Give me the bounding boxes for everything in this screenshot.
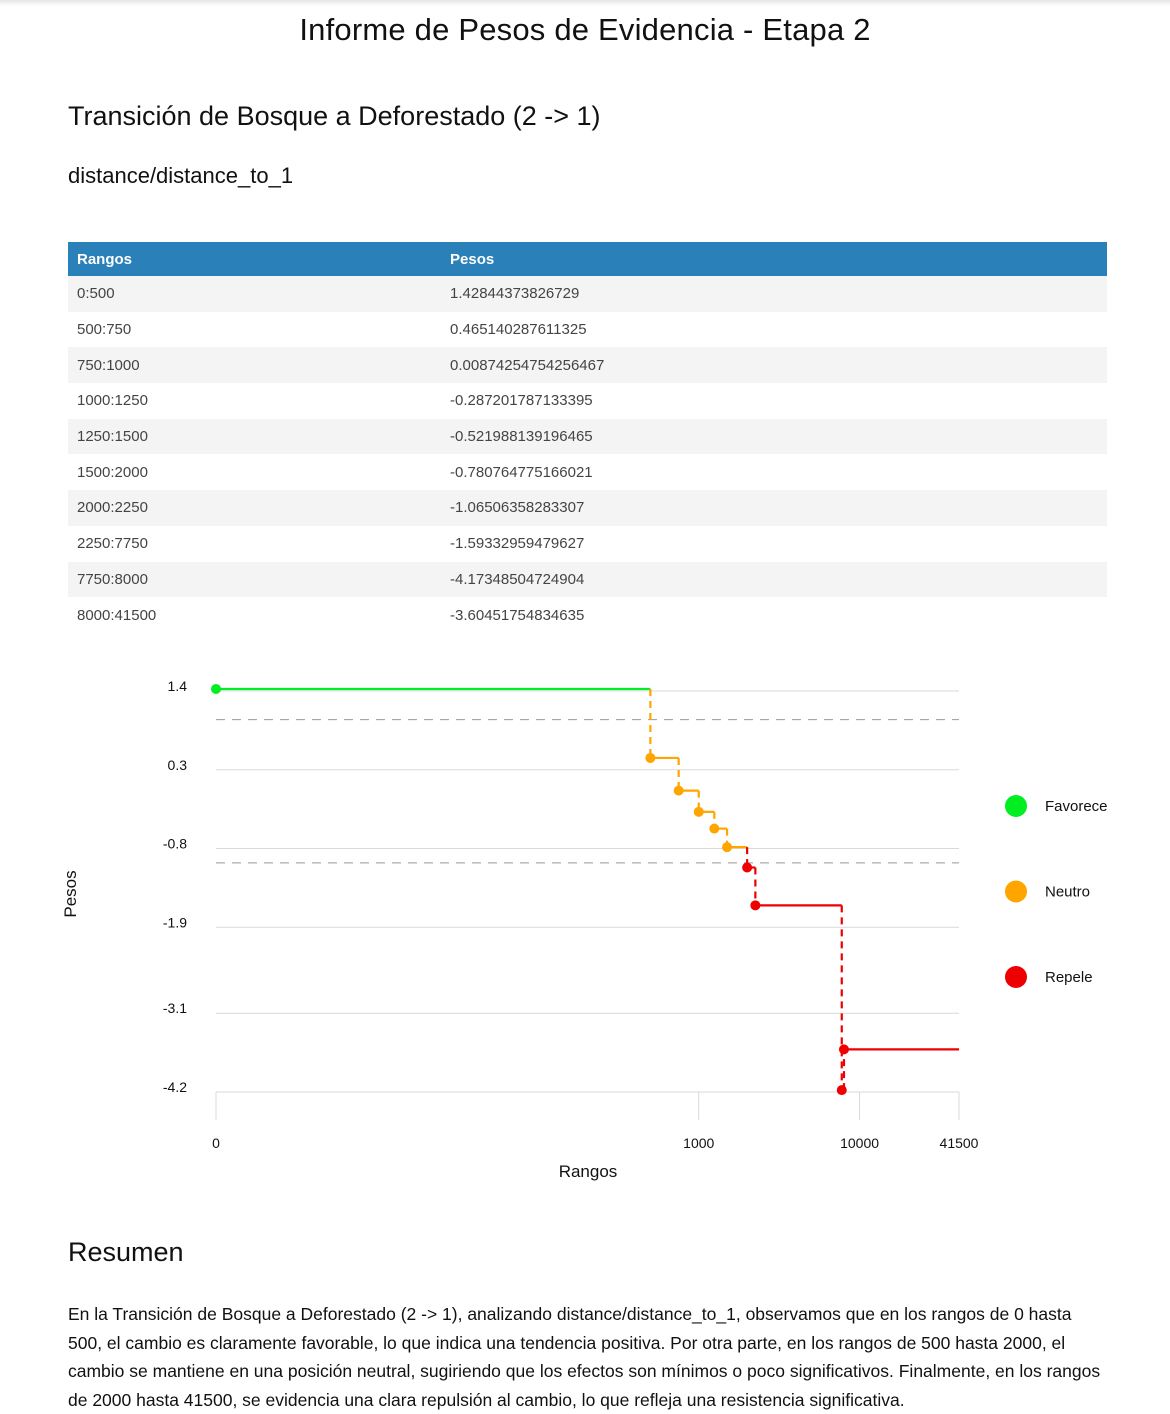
transition-title: Transición de Bosque a Deforestado (2 ->… — [68, 101, 601, 131]
y-tick-label: -0.8 — [163, 836, 187, 852]
legend-label: Neutro — [1045, 884, 1090, 901]
cell-weight: -1.06506358283307 — [441, 490, 1107, 526]
cell-range: 500:750 — [77, 321, 132, 339]
top-shadow — [0, 0, 1170, 6]
cell-weight: -4.17348504724904 — [441, 561, 1107, 598]
series-layer — [216, 687, 959, 1092]
weights-step-chart: 1.4 0.3 -0.8 -1.9 -3.1 -4.2 0 1000 10000 41500 Fa… — [61, 678, 1108, 1181]
table-row: 1500:2000 -0.780764775166021 — [68, 454, 1107, 490]
data-point — [836, 1085, 847, 1096]
table-row: 7750:8000 -4.17348504724904 — [68, 561, 1107, 598]
legend: Favorece Neutro Repele — [1005, 795, 1108, 988]
table-row: 1000:1250 -0.287201787133395 — [68, 383, 1107, 419]
x-tick-label: 41500 — [940, 1135, 979, 1151]
table-row: 0:500 1.42844373826729 — [68, 276, 1107, 312]
legend-label: Repele — [1045, 969, 1093, 986]
cell-range: 2250:7750 — [77, 535, 148, 553]
cell-weight: 0.465140287611325 — [450, 321, 587, 339]
cell-weight: 1.42844373826729 — [441, 276, 1107, 312]
legend-label: Favorece — [1045, 798, 1108, 815]
cell-range: 7750:8000 — [68, 561, 441, 598]
table-row: 2250:7750 -1.59332959479627 — [68, 526, 1107, 562]
x-tick-label: 1000 — [683, 1135, 714, 1151]
cell-range: 1500:2000 — [77, 463, 148, 481]
cell-range: 8000:41500 — [77, 606, 157, 624]
cell-weight: -0.287201787133395 — [450, 392, 593, 410]
data-point — [722, 842, 733, 853]
legend-swatch — [1005, 966, 1027, 988]
y-tick-label: -3.1 — [163, 1000, 187, 1016]
y-axis-label: Pesos — [61, 870, 80, 917]
table-row: 750:1000 0.00874254754256467 — [68, 347, 1107, 384]
points-layer — [211, 683, 849, 1096]
cell-range: 750:1000 — [68, 347, 441, 384]
data-point — [211, 683, 221, 694]
table-row: 2000:2250 -1.06506358283307 — [68, 490, 1107, 526]
legend-swatch — [1005, 795, 1027, 817]
variable-title: distance/distance_to_1 — [68, 163, 294, 188]
x-tick-label: 10000 — [840, 1135, 879, 1151]
grid-layer — [215, 690, 960, 1120]
table-row: 8000:41500 -3.60451754834635 — [68, 597, 1107, 633]
y-tick-label: -4.2 — [163, 1079, 187, 1095]
data-point — [709, 823, 720, 834]
header-rangos: Rangos — [68, 242, 441, 276]
data-point — [750, 900, 761, 911]
table-row: 500:750 0.465140287611325 — [68, 312, 1107, 348]
cell-weight: -1.59332959479627 — [450, 535, 585, 553]
summary-text: En la Transición de Bosque a Deforestado… — [68, 1304, 1101, 1410]
y-tick-label: 1.4 — [168, 678, 188, 694]
x-tick-label: 0 — [212, 1135, 220, 1151]
header-pesos: Pesos — [441, 242, 1107, 276]
cell-weight: -0.780764775166021 — [450, 463, 593, 481]
cell-weight: 0.00874254754256467 — [441, 347, 1107, 384]
threshold-layer — [216, 719, 959, 864]
cell-range: 1250:1500 — [68, 418, 441, 455]
data-point — [693, 806, 704, 817]
cell-range: 2000:2250 — [68, 490, 441, 526]
cell-range: 0:500 — [68, 276, 441, 312]
y-tick-label: -1.9 — [163, 914, 187, 930]
tick-layer: 1.4 0.3 -0.8 -1.9 -3.1 -4.2 0 1000 10000 41500 — [163, 678, 979, 1151]
cell-weight: -0.521988139196465 — [441, 418, 1107, 455]
data-point — [673, 785, 684, 796]
x-axis-label: Rangos — [559, 1162, 618, 1181]
summary-title: Resumen — [68, 1237, 184, 1267]
weights-table: Rangos Pesos 0:500 1.42844373826729 500:7… — [68, 242, 1107, 633]
cell-range: 1000:1250 — [77, 392, 148, 410]
report-title: Informe de Pesos de Evidencia - Etapa 2 — [299, 12, 871, 47]
y-tick-label: 0.3 — [168, 757, 188, 773]
cell-weight: -3.60451754834635 — [450, 606, 585, 624]
table-row: 1250:1500 -0.521988139196465 — [68, 418, 1107, 455]
table-header-row: Rangos Pesos — [68, 242, 1107, 276]
data-point — [645, 752, 656, 763]
legend-swatch — [1005, 880, 1027, 903]
data-point — [838, 1044, 849, 1055]
data-point — [742, 862, 753, 873]
